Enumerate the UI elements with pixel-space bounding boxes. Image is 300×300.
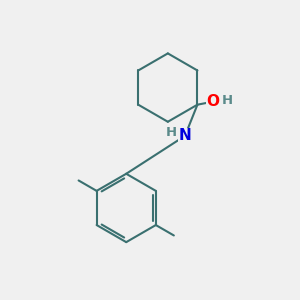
- Text: O: O: [206, 94, 219, 109]
- Text: H: H: [166, 126, 177, 139]
- Text: H: H: [222, 94, 233, 107]
- Text: N: N: [178, 128, 191, 143]
